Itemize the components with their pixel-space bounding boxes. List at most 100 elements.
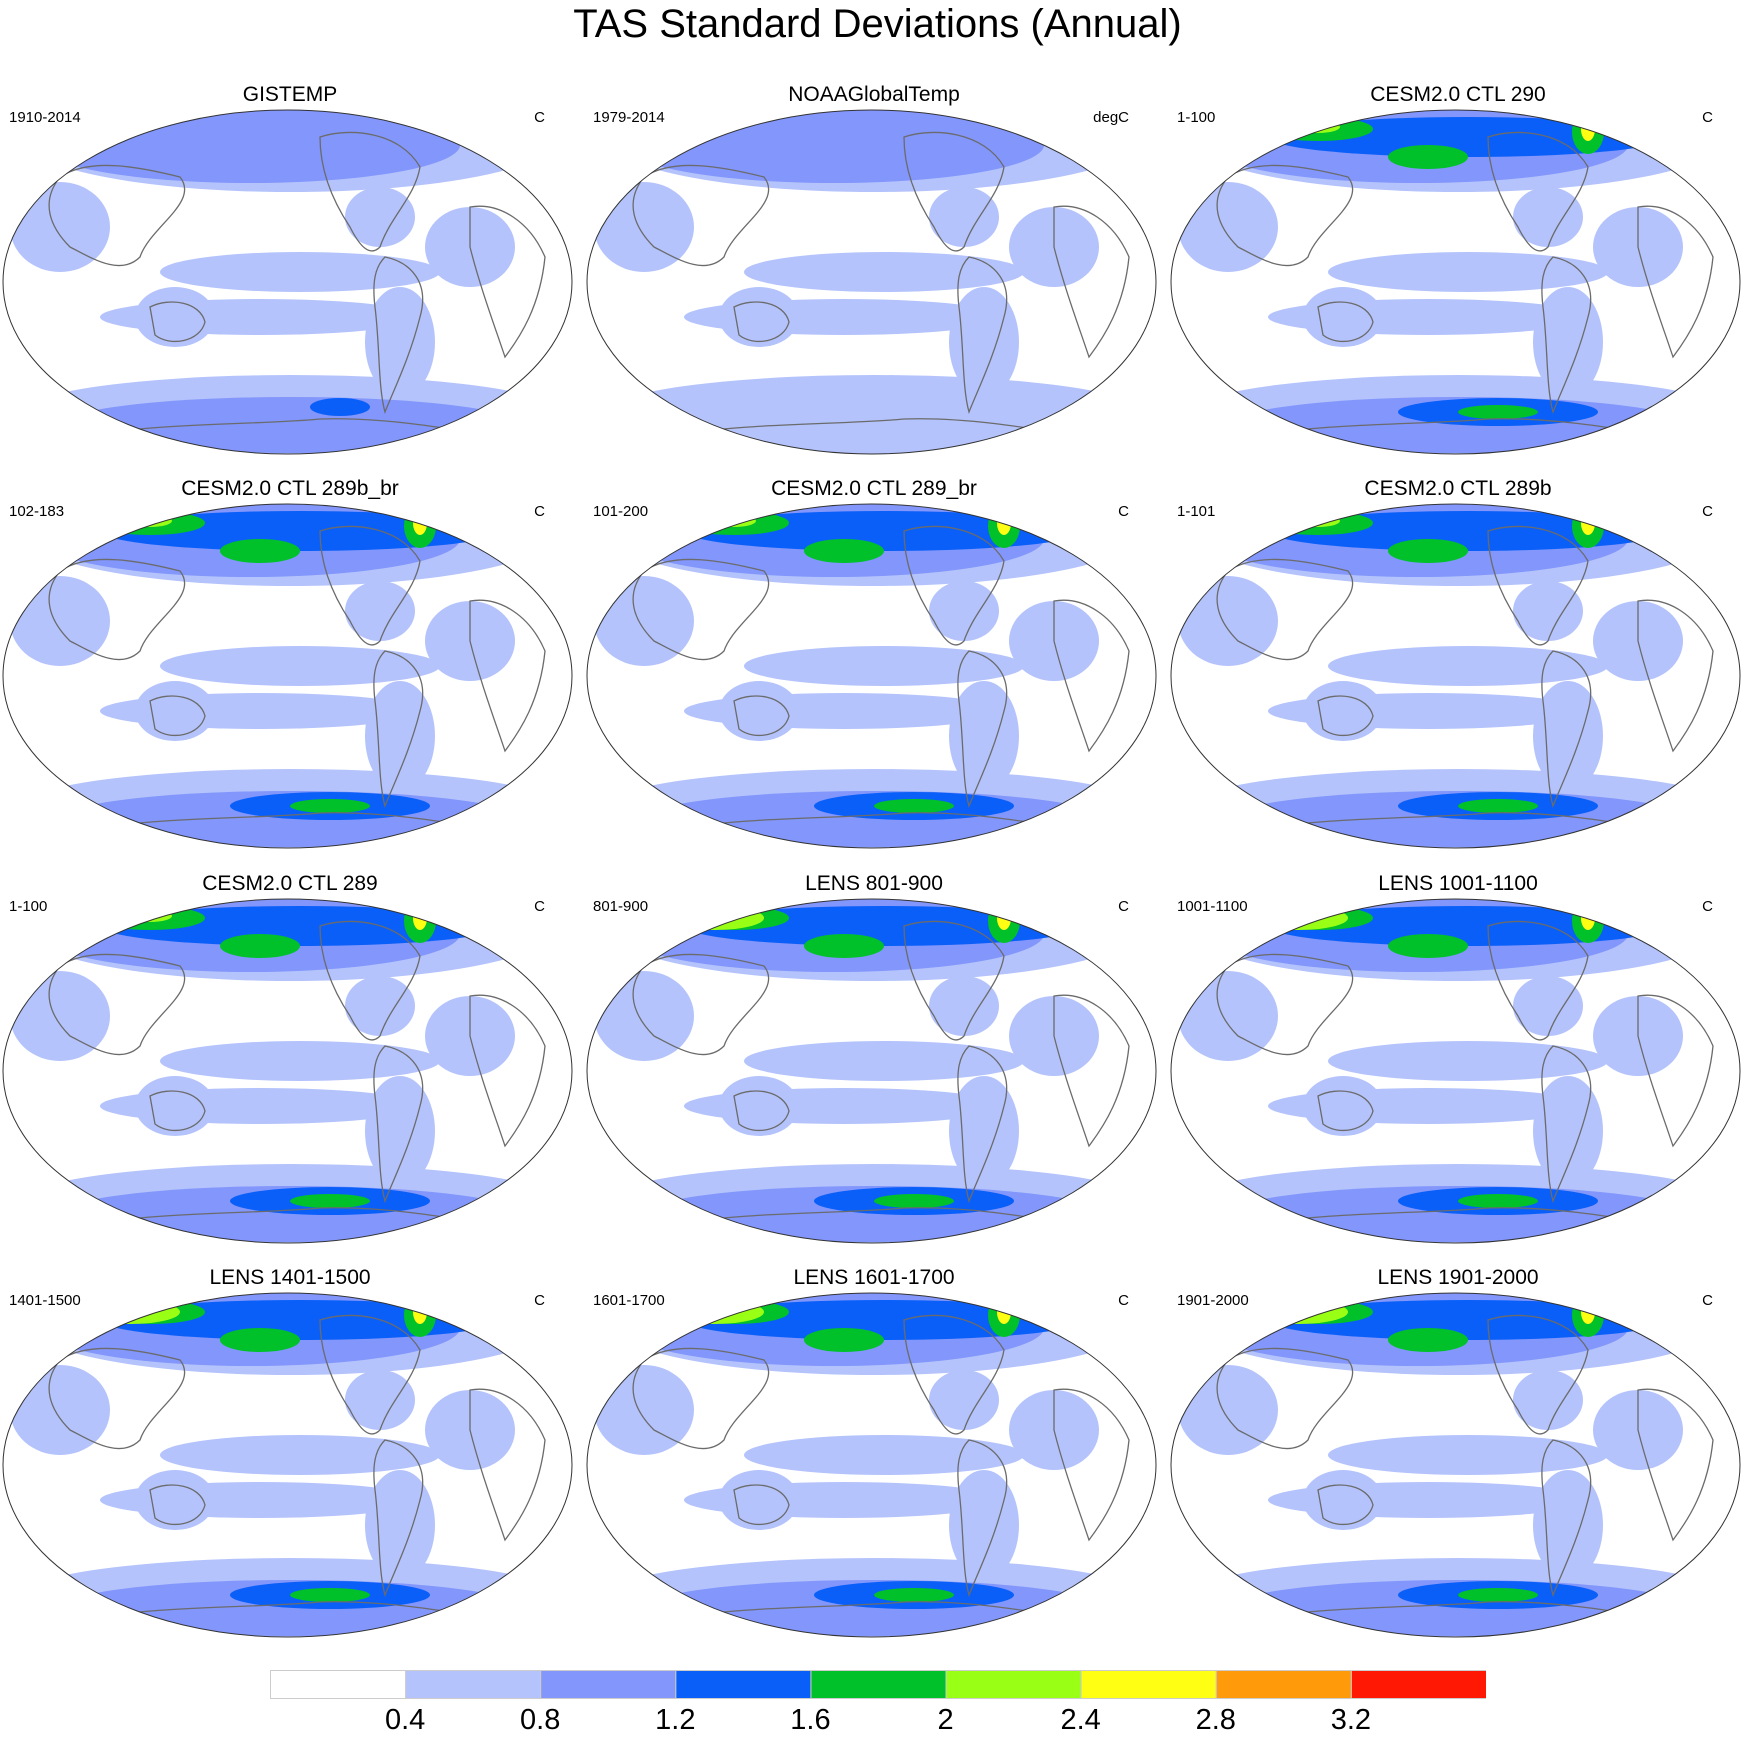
hudson-peak [413, 906, 427, 930]
panel-title: CESM2.0 CTL 289b [1364, 477, 1552, 500]
south-america [365, 681, 435, 791]
map-plot [2, 898, 573, 1244]
asia-outline [48, 953, 186, 1056]
asia-outline [632, 953, 770, 1056]
panel-units: C [1702, 898, 1713, 915]
north-america-outline [903, 1314, 1005, 1435]
map-plot [1170, 109, 1741, 455]
map-panel: LENS 1901-2000 1901-2000 C [1168, 1266, 1748, 1651]
panel-units: C [1118, 1292, 1129, 1309]
panel-period: 1910-2014 [9, 109, 81, 126]
north-america-outline [319, 920, 421, 1041]
panel-period: 1-100 [9, 898, 48, 915]
colorbar-box [1080, 1670, 1217, 1699]
africa-outline [1637, 599, 1714, 753]
south-america-outline [957, 1439, 1008, 1598]
map-panel: LENS 1601-1700 1601-1700 C [584, 1266, 1164, 1651]
alaska-max [220, 934, 300, 958]
map-plot [1170, 898, 1741, 1244]
alaska-max [220, 1328, 300, 1352]
colorbar-label: 2 [937, 1704, 954, 1736]
africa-outline [1053, 205, 1130, 359]
map-boundary [1170, 503, 1741, 849]
asia-outline [1216, 558, 1354, 661]
australia-outline [733, 1090, 790, 1132]
southern-max [290, 1194, 370, 1208]
alaska-max [1388, 1328, 1468, 1352]
map-boundary [2, 898, 573, 1244]
australia-outline [733, 695, 790, 737]
panel-title: LENS 1901-2000 [1377, 1266, 1539, 1289]
colorbar-label: 1.6 [790, 1704, 831, 1736]
north-america [929, 976, 999, 1036]
siberia-peak-2 [664, 1300, 764, 1324]
southern-max [1458, 1194, 1538, 1208]
map-plot [1170, 1292, 1741, 1638]
siberia-peak-2 [664, 906, 764, 930]
map-panel: CESM2.0 CTL 290 1-100 C [1168, 83, 1748, 468]
pacific-tongue [160, 252, 440, 292]
colorbar-label: 0.4 [384, 1704, 426, 1736]
australia-outline [1317, 1090, 1374, 1132]
africa-outline [1637, 1388, 1714, 1542]
siberia-peak-2 [80, 1300, 180, 1324]
southern-patch [310, 398, 370, 416]
australia-outline [733, 1484, 790, 1526]
siberia-peak-3 [100, 1303, 130, 1313]
colorbar-labels: 0.4 0.8 1.2 1.6 2 2.4 2.8 3.2 [270, 1704, 1486, 1740]
hudson-peak [1581, 117, 1595, 141]
colorbar-label: 1.2 [655, 1704, 696, 1736]
north-america-outline [1487, 920, 1589, 1041]
asia-land [594, 576, 694, 666]
north-america [1513, 187, 1583, 247]
pacific-tongue [744, 646, 1024, 686]
panel-title: GISTEMP [242, 83, 338, 106]
north-america-outline [903, 525, 1005, 646]
southern-max [1458, 1588, 1538, 1602]
asia-land [1178, 576, 1278, 666]
map-panel: CESM2.0 CTL 289b 1-101 C [1168, 477, 1748, 862]
hudson-peak [997, 511, 1011, 535]
panel-period: 1601-1700 [593, 1292, 665, 1309]
south-america-outline [957, 650, 1008, 809]
south-america-outline [373, 256, 424, 415]
pacific-tongue [160, 646, 440, 686]
colorbar-box [945, 1670, 1082, 1699]
australia-outline [149, 695, 206, 737]
hudson-peak [413, 1300, 427, 1324]
panel-units: C [1702, 109, 1713, 126]
map-panel: CESM2.0 CTL 289 1-100 C [0, 872, 580, 1257]
africa-outline [1637, 205, 1714, 359]
panel-title: NOAAGlobalTemp [788, 83, 960, 106]
north-america-outline [319, 525, 421, 646]
asia-outline [48, 164, 186, 267]
colorbar-box [1350, 1670, 1488, 1699]
colorbar-box [540, 1670, 677, 1699]
figure-title: TAS Standard Deviations (Annual) [573, 2, 1182, 46]
map-plot [1170, 503, 1741, 849]
pacific-tongue [160, 1041, 440, 1081]
map-boundary [586, 503, 1157, 849]
alaska-max [1388, 934, 1468, 958]
hudson-peak [1581, 511, 1595, 535]
map-boundary [586, 898, 1157, 1244]
hudson-peak [997, 1300, 1011, 1324]
asia-land [10, 971, 110, 1061]
asia-land [594, 182, 694, 272]
south-america [365, 1470, 435, 1580]
panel-units: C [1118, 503, 1129, 520]
map-panel: GISTEMP 1910-2014 C [0, 83, 580, 468]
panel-title: LENS 1401-1500 [209, 1266, 371, 1289]
australia-outline [1317, 695, 1374, 737]
colorbar-label: 3.2 [1330, 1704, 1372, 1736]
south-america [949, 1076, 1019, 1186]
southern-max [290, 799, 370, 813]
asia-outline [1216, 953, 1354, 1056]
map-boundary [586, 1292, 1157, 1638]
panel-period: 1-100 [1177, 109, 1216, 126]
map-plot [586, 109, 1157, 455]
asia-land [1178, 182, 1278, 272]
north-america [929, 581, 999, 641]
southern-max [1458, 405, 1538, 419]
colorbar: 0.4 0.8 1.2 1.6 2 2.4 2.8 3.2 [270, 1670, 1488, 1740]
